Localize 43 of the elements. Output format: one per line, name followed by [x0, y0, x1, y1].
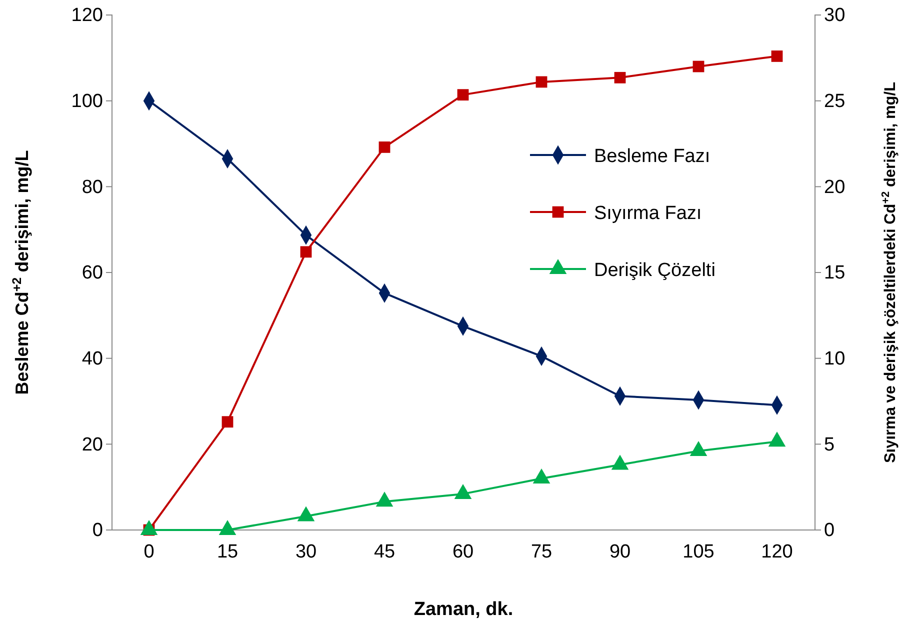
point	[692, 60, 704, 72]
point	[532, 468, 550, 484]
point	[454, 484, 472, 499]
x-tick-label: 120	[761, 541, 793, 562]
point	[378, 141, 390, 153]
y-tick-label: 20	[82, 434, 103, 456]
y2-tick-label: 0	[824, 520, 835, 542]
legend-label: Derişik Çözelti	[594, 260, 716, 281]
y2-tick-label: 10	[824, 348, 846, 370]
y-tick-label: 40	[82, 348, 103, 370]
legend-label: Sıyırma Fazı	[594, 203, 702, 224]
point	[768, 432, 786, 447]
point	[376, 492, 394, 507]
y2-tick-label: 20	[824, 176, 846, 198]
point	[297, 506, 315, 522]
x-axis-title: Zaman, dk.	[414, 599, 514, 620]
x-tick-label: 0	[144, 541, 154, 562]
x-tick-label: 15	[216, 541, 238, 562]
y2-tick-label: 15	[824, 262, 846, 284]
y-tick-label: 0	[92, 520, 103, 542]
x-tick-label: 30	[295, 541, 317, 562]
y-tick-label: 100	[71, 90, 103, 112]
point	[690, 441, 708, 456]
point	[140, 520, 158, 535]
y-tick-label: 120	[71, 5, 103, 26]
y2-tick-label: 25	[824, 90, 846, 112]
x-tick-label: 45	[374, 541, 396, 562]
y2-tick-label: 30	[824, 5, 846, 26]
x-tick-label: 75	[530, 541, 552, 562]
y-tick-label: 80	[82, 176, 103, 198]
y2-tick-label: 5	[824, 434, 835, 456]
point	[614, 72, 626, 84]
y-tick-label: 60	[82, 262, 103, 284]
point	[457, 89, 469, 101]
point	[771, 50, 783, 62]
legend-label: Besleme Fazı	[594, 146, 710, 167]
x-tick-label: 105	[682, 541, 714, 562]
point	[536, 76, 548, 88]
x-tick-label: 90	[609, 541, 631, 562]
point	[300, 246, 312, 258]
point	[218, 520, 236, 535]
point	[611, 454, 629, 470]
x-tick-label: 60	[452, 541, 474, 562]
